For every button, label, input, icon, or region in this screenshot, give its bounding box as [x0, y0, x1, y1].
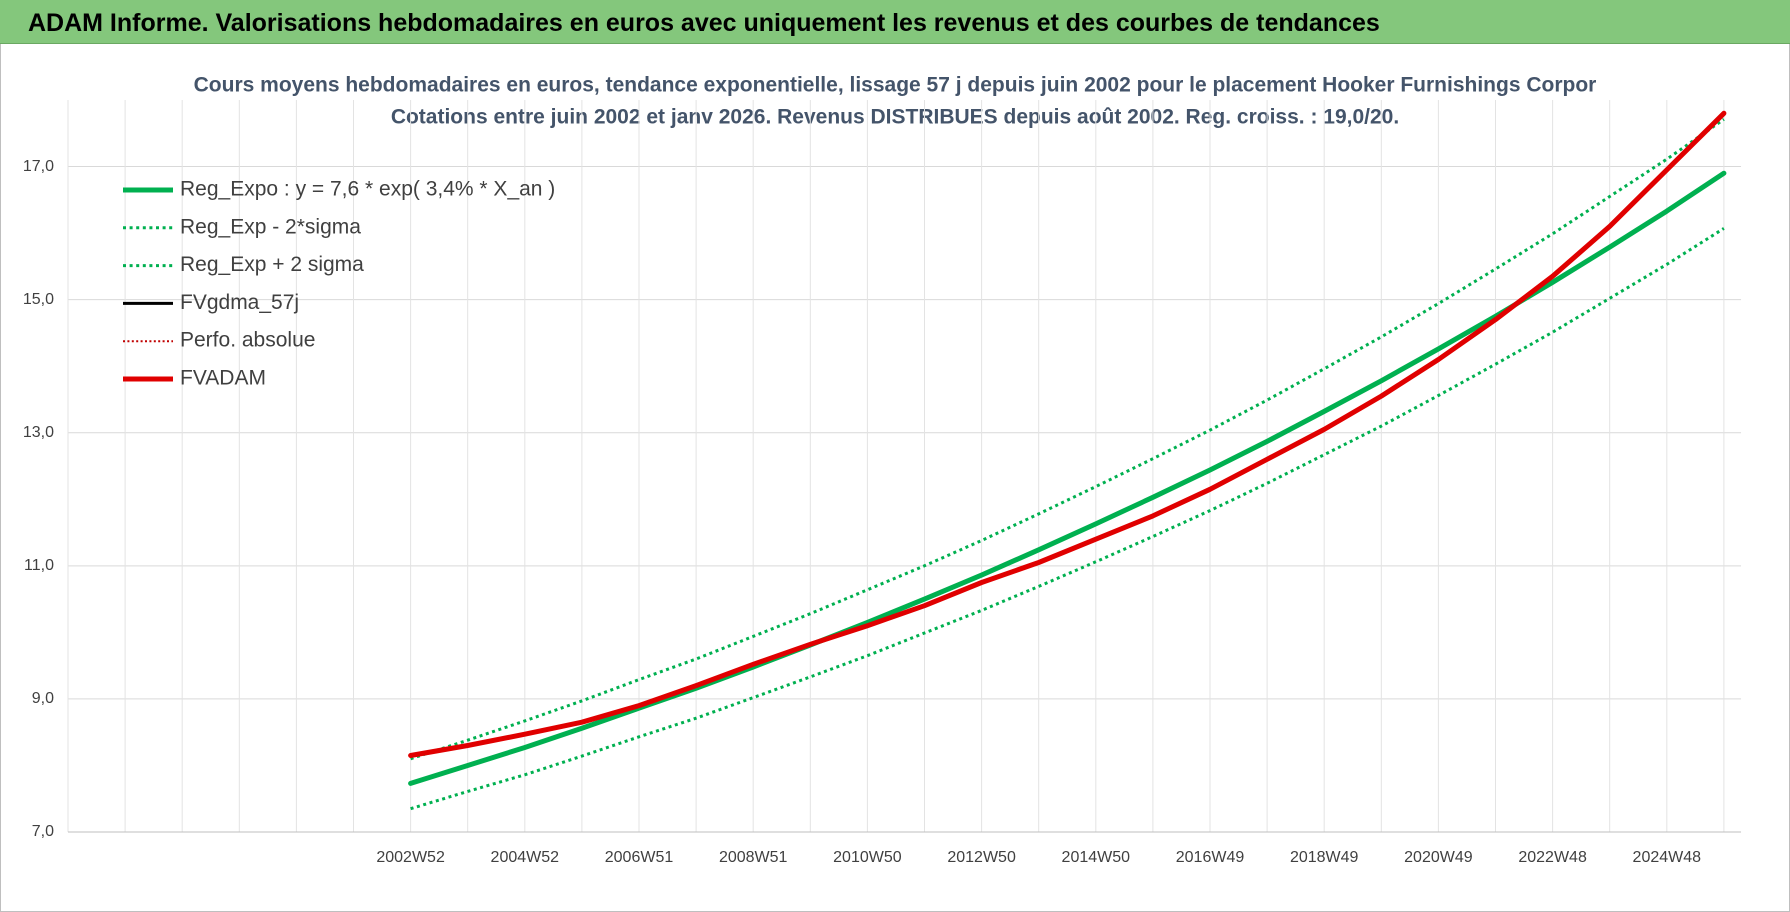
x-tick-label: 2008W51	[719, 849, 788, 866]
banner: ADAM Informe. Valorisations hebdomadaire…	[0, 0, 1790, 44]
grid	[67, 100, 1742, 833]
series-line	[410, 118, 1725, 761]
x-tick-label: 2020W49	[1404, 849, 1473, 866]
chart-title: Cours moyens hebdomadaires en euros, ten…	[194, 74, 1597, 97]
x-tick-label: 2010W50	[833, 849, 902, 866]
y-tick-label: 13,0	[23, 424, 54, 441]
x-tick-label: 2016W49	[1176, 849, 1245, 866]
y-tick-label: 15,0	[23, 291, 54, 308]
page-title: ADAM Informe. Valorisations hebdomadaire…	[28, 9, 1380, 37]
legend-label: Perfo. absolue	[180, 329, 315, 352]
x-tick-label: 2014W50	[1062, 849, 1131, 866]
x-tick-label: 2018W49	[1290, 849, 1359, 866]
series-line	[408, 110, 1727, 758]
legend-label: FVADAM	[180, 367, 266, 390]
x-tick-label: 2006W51	[605, 849, 674, 866]
x-tick-label: 2002W52	[376, 849, 445, 866]
x-tick-label: 2024W48	[1633, 849, 1702, 866]
series-line	[408, 170, 1727, 786]
legend-label: FVgdma_57j	[180, 291, 299, 314]
legend-label: Reg_Expo : y = 7,6 * exp( 3,4% * X_an )	[180, 178, 555, 201]
legend: Reg_Expo : y = 7,6 * exp( 3,4% * X_an ) R…	[123, 178, 555, 390]
legend-label: Reg_Exp - 2*sigma	[180, 215, 361, 238]
x-tick-label: 2012W50	[947, 849, 1016, 866]
series-line	[410, 112, 1725, 757]
series-line	[409, 111, 1726, 757]
legend-label: Reg_Exp + 2 sigma	[180, 253, 364, 276]
x-tick-label: 2022W48	[1518, 849, 1587, 866]
y-tick-label: 9,0	[32, 690, 54, 707]
y-tick-label: 17,0	[23, 158, 54, 175]
y-tick-label: 11,0	[24, 557, 54, 574]
x-tick-label: 2004W52	[491, 849, 560, 866]
y-tick-label: 7,0	[32, 823, 54, 840]
chart-subtitle: Cotations entre juin 2002 et janv 2026. …	[391, 106, 1399, 129]
